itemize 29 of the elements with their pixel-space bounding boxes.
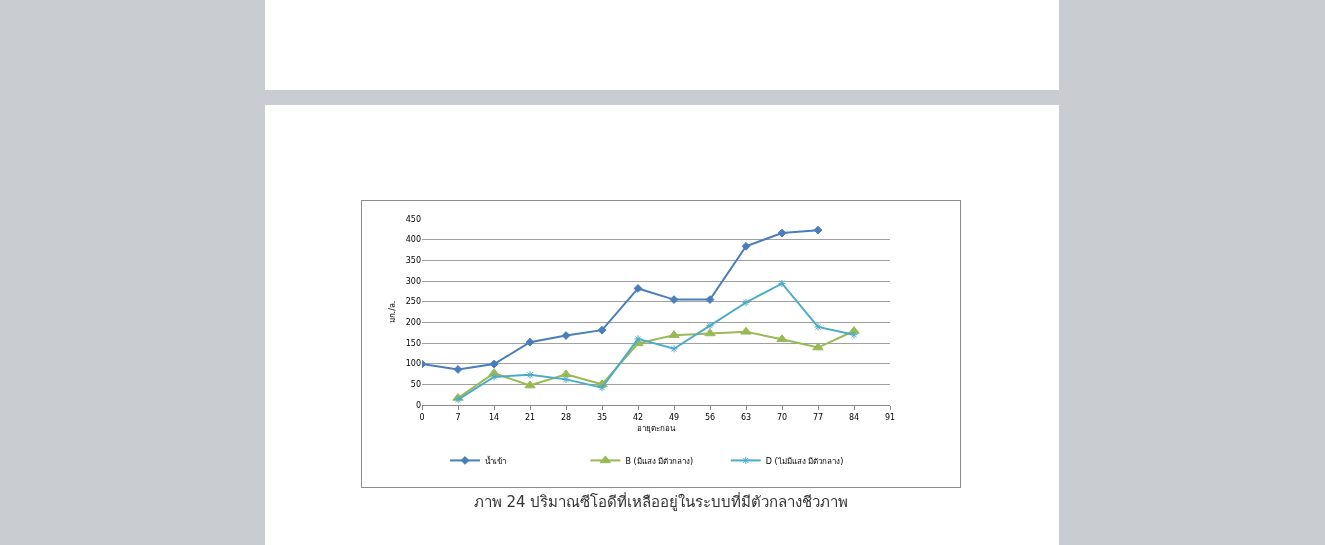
legend-label: D (ไม่มีแสง มีตัวกลาง) bbox=[765, 456, 844, 466]
y-tick-label: 50 bbox=[410, 380, 421, 390]
legend-label: B (มีแสง มีตัวกลาง) bbox=[625, 456, 694, 466]
x-tick-label: 91 bbox=[884, 412, 896, 422]
y-tick-label: 400 bbox=[405, 235, 421, 245]
x-tick-label: 56 bbox=[704, 412, 716, 422]
x-axis-title: อายุตะกอน bbox=[637, 423, 676, 433]
x-tick-label: 84 bbox=[848, 412, 860, 422]
y-tick-label: 150 bbox=[405, 338, 421, 348]
y-tick-label: 200 bbox=[405, 318, 421, 328]
y-tick-label: 350 bbox=[405, 256, 421, 266]
x-tick-label: 42 bbox=[632, 412, 644, 422]
y-axis-title: มก./ล. bbox=[388, 300, 398, 324]
y-tick-label: 250 bbox=[405, 297, 421, 307]
x-tick-label: 28 bbox=[560, 412, 572, 422]
y-tick-label: 450 bbox=[405, 214, 421, 224]
x-tick-label: 77 bbox=[812, 412, 824, 422]
x-tick-label: 14 bbox=[488, 412, 500, 422]
x-tick-label: 70 bbox=[776, 412, 788, 422]
x-tick-label: 7 bbox=[455, 412, 461, 422]
x-tick-label: 63 bbox=[740, 412, 752, 422]
x-tick-label: 21 bbox=[524, 412, 536, 422]
x-tick-label: 49 bbox=[668, 412, 680, 422]
legend-label: น้ำเข้า bbox=[485, 454, 506, 466]
x-tick-label: 35 bbox=[596, 412, 608, 422]
y-tick-label: 100 bbox=[405, 359, 421, 369]
text: ภาพ 24 ปริมาณซีโอดีที่เหลืออยู่ในระบบที่มีตัวกลางชีวภาพ bbox=[472, 491, 850, 513]
y-tick-label: 300 bbox=[405, 276, 421, 286]
y-tick-label: 0 bbox=[415, 400, 421, 410]
